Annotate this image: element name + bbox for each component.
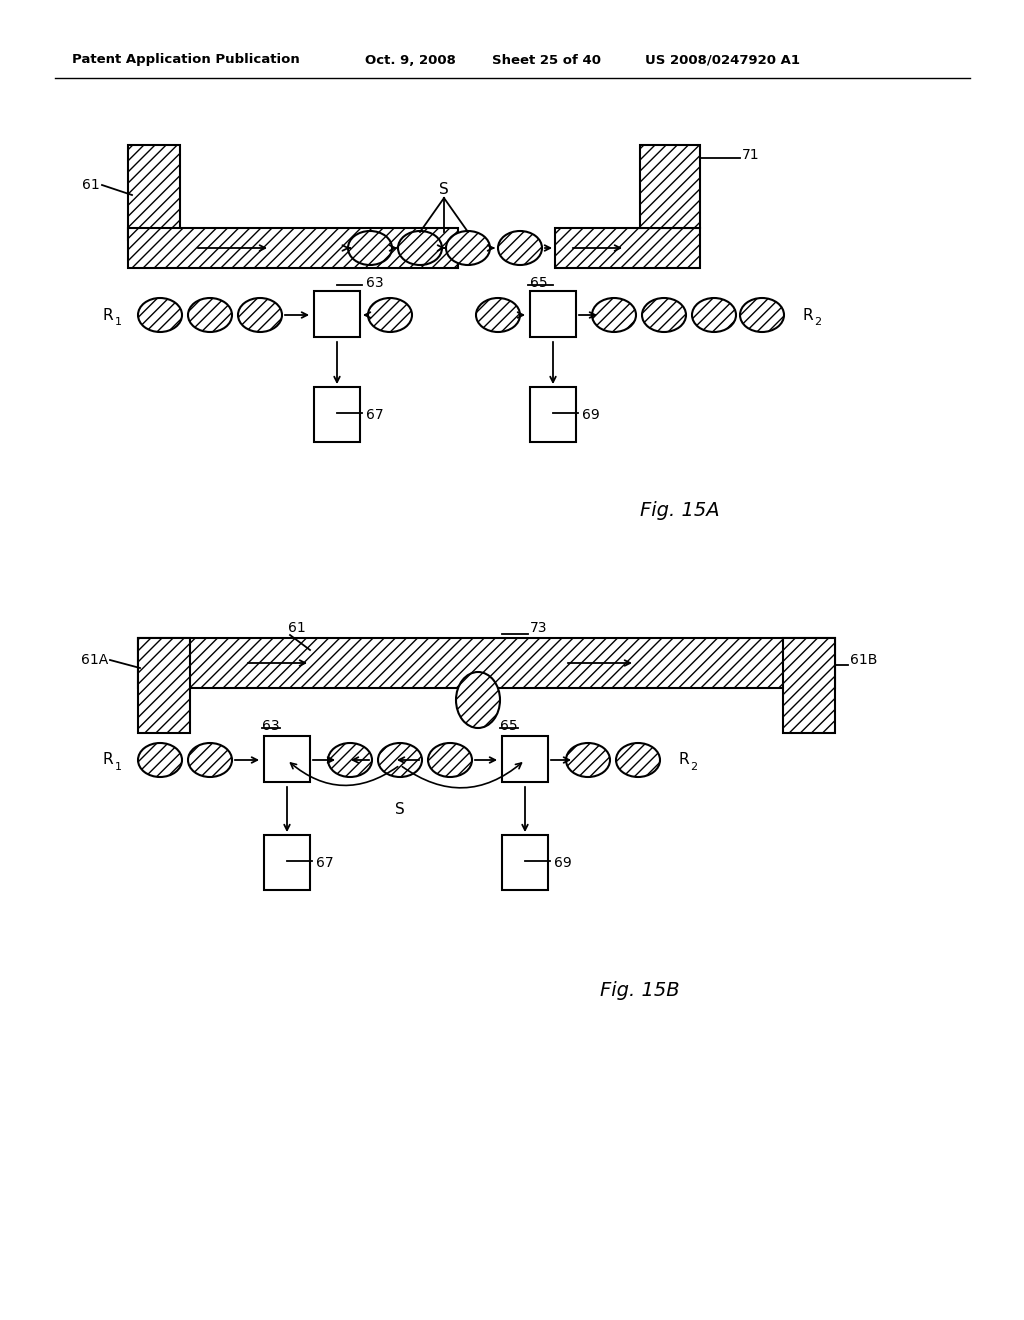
Text: 69: 69	[554, 855, 571, 870]
Text: 65: 65	[500, 719, 517, 733]
Bar	[530, 290, 575, 337]
Text: 69: 69	[582, 408, 600, 422]
Ellipse shape	[446, 231, 490, 265]
Ellipse shape	[398, 231, 442, 265]
Text: Patent Application Publication: Patent Application Publication	[72, 54, 300, 66]
Bar	[502, 737, 548, 781]
Text: 61: 61	[288, 620, 306, 635]
Text: R: R	[803, 308, 813, 322]
Text: 63: 63	[262, 719, 280, 733]
Ellipse shape	[498, 231, 542, 265]
Ellipse shape	[328, 743, 372, 777]
Ellipse shape	[642, 298, 686, 333]
Ellipse shape	[138, 298, 182, 333]
Ellipse shape	[566, 743, 610, 777]
Text: R: R	[679, 752, 689, 767]
Text: Oct. 9, 2008: Oct. 9, 2008	[365, 54, 456, 66]
Bar	[640, 145, 700, 228]
Ellipse shape	[378, 743, 422, 777]
Bar	[128, 228, 458, 268]
Text: Fig. 15A: Fig. 15A	[640, 500, 720, 520]
Text: 61A: 61A	[81, 653, 108, 667]
Bar	[555, 228, 700, 268]
Ellipse shape	[138, 743, 182, 777]
Ellipse shape	[456, 672, 500, 729]
Bar	[264, 737, 310, 781]
Ellipse shape	[368, 298, 412, 333]
Text: 67: 67	[316, 855, 334, 870]
Text: 61B: 61B	[850, 653, 878, 667]
Bar	[783, 638, 835, 733]
Text: 71: 71	[742, 148, 760, 162]
Bar	[264, 836, 310, 890]
Text: 2: 2	[814, 317, 821, 327]
Text: S: S	[439, 182, 449, 198]
Text: R: R	[102, 308, 114, 322]
Bar	[138, 638, 835, 688]
Ellipse shape	[740, 298, 784, 333]
Bar	[502, 836, 548, 890]
Text: 65: 65	[530, 276, 548, 290]
Bar	[138, 638, 190, 733]
Ellipse shape	[616, 743, 660, 777]
Ellipse shape	[428, 743, 472, 777]
Text: 1: 1	[115, 317, 122, 327]
Text: Sheet 25 of 40: Sheet 25 of 40	[492, 54, 601, 66]
Ellipse shape	[692, 298, 736, 333]
Text: 61: 61	[82, 178, 100, 191]
Text: 73: 73	[530, 620, 548, 635]
Ellipse shape	[476, 298, 520, 333]
Bar	[314, 387, 360, 442]
Bar	[314, 290, 360, 337]
Ellipse shape	[592, 298, 636, 333]
Ellipse shape	[188, 298, 232, 333]
Text: Fig. 15B: Fig. 15B	[600, 981, 680, 999]
Bar	[530, 387, 575, 442]
Text: US 2008/0247920 A1: US 2008/0247920 A1	[645, 54, 800, 66]
Text: 63: 63	[366, 276, 384, 290]
Ellipse shape	[348, 231, 392, 265]
Text: S: S	[395, 803, 404, 817]
Text: 2: 2	[690, 762, 697, 772]
Text: 1: 1	[115, 762, 122, 772]
Text: R: R	[102, 752, 114, 767]
Ellipse shape	[238, 298, 282, 333]
Bar	[128, 145, 180, 240]
Text: 67: 67	[366, 408, 384, 422]
Ellipse shape	[188, 743, 232, 777]
